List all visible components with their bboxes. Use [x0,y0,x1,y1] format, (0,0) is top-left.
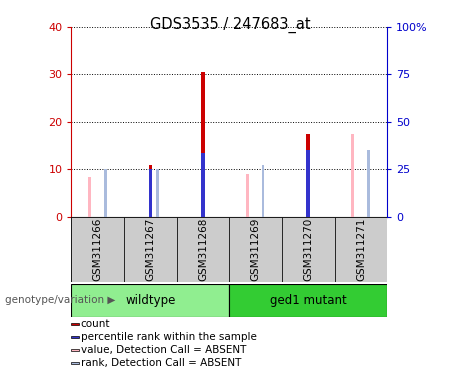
Bar [335,217,387,282]
Bar [71,336,79,338]
Bar [71,284,230,317]
Bar [230,284,387,317]
Text: value, Detection Call = ABSENT: value, Detection Call = ABSENT [81,345,246,355]
Bar [156,169,159,217]
Text: GDS3535 / 247683_at: GDS3535 / 247683_at [150,17,311,33]
Bar [201,72,205,217]
Text: ged1 mutant: ged1 mutant [270,294,347,307]
Bar [351,134,354,217]
Bar [71,349,79,351]
Bar [148,165,152,217]
Text: GSM311271: GSM311271 [356,218,366,281]
Bar [282,217,335,282]
Bar [124,217,177,282]
Bar [71,323,79,325]
Bar [307,134,310,217]
Bar [71,217,124,282]
Text: count: count [81,319,110,329]
Text: GSM311267: GSM311267 [145,218,155,281]
Bar [307,151,310,217]
Bar [177,217,230,282]
Bar [201,153,205,217]
Bar [88,177,91,217]
Text: rank, Detection Call = ABSENT: rank, Detection Call = ABSENT [81,358,241,368]
Text: percentile rank within the sample: percentile rank within the sample [81,332,257,342]
Bar [230,217,282,282]
Text: genotype/variation ▶: genotype/variation ▶ [5,295,115,306]
Bar [104,169,106,217]
Text: GSM311266: GSM311266 [93,218,103,281]
Bar [71,362,79,364]
Text: GSM311268: GSM311268 [198,218,208,281]
Bar [261,165,265,217]
Text: GSM311270: GSM311270 [303,218,313,281]
Text: wildtype: wildtype [125,294,176,307]
Bar [71,217,387,282]
Text: GSM311269: GSM311269 [251,218,260,281]
Bar [367,151,370,217]
Bar [246,174,249,217]
Bar [148,169,152,217]
